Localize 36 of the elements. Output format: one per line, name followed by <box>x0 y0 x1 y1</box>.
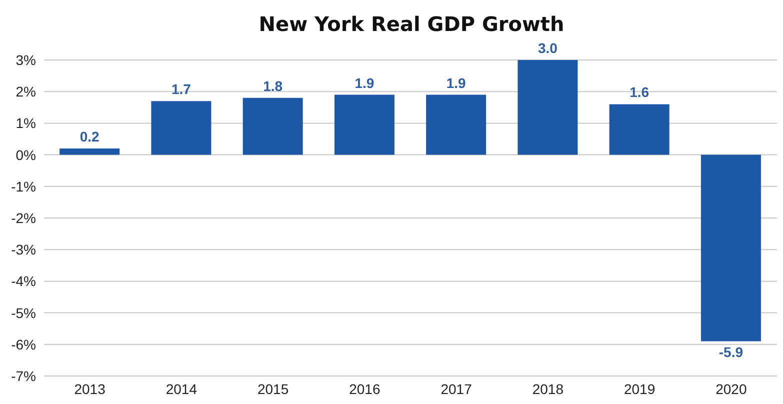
bar <box>426 94 486 155</box>
x-tick-label: 2018 <box>532 380 564 397</box>
data-label: 1.7 <box>171 81 192 98</box>
chart-title: New York Real GDP Growth <box>258 12 566 36</box>
x-tick-label: 2013 <box>74 380 106 397</box>
bar <box>518 60 578 155</box>
x-tick-label: 2017 <box>440 380 472 397</box>
data-label: 1.9 <box>446 74 466 91</box>
data-label: 1.6 <box>630 84 650 100</box>
y-tick-label: 0% <box>16 146 36 163</box>
bar <box>700 154 761 342</box>
data-label: 3.0 <box>538 40 558 56</box>
x-tick-label: 2019 <box>624 380 656 397</box>
bar <box>242 98 303 155</box>
bar <box>151 101 212 155</box>
y-tick-label: -1% <box>11 178 36 194</box>
x-tick-label: 2016 <box>349 380 380 397</box>
y-tick-label: -4% <box>11 273 36 290</box>
bar <box>334 94 394 155</box>
data-label: 1.9 <box>354 74 374 91</box>
y-tick-label: -2% <box>11 210 36 226</box>
data-label: 0.2 <box>80 128 100 144</box>
y-tick-label: -6% <box>11 336 36 352</box>
y-tick-label: -3% <box>11 242 36 258</box>
x-tick-label: 2014 <box>166 380 198 397</box>
data-label: 1.8 <box>263 78 283 94</box>
bar <box>609 104 670 155</box>
y-tick-label: 1% <box>16 115 36 132</box>
y-tick-label: 2% <box>16 84 36 100</box>
data-label: -5.9 <box>718 344 744 360</box>
y-tick-label: 3% <box>16 52 36 68</box>
y-tick-label: -5% <box>11 304 36 321</box>
bar <box>60 148 120 155</box>
x-tick-label: 2020 <box>716 380 747 397</box>
x-tick-label: 2015 <box>257 380 289 397</box>
y-tick-label: -7% <box>11 368 36 384</box>
